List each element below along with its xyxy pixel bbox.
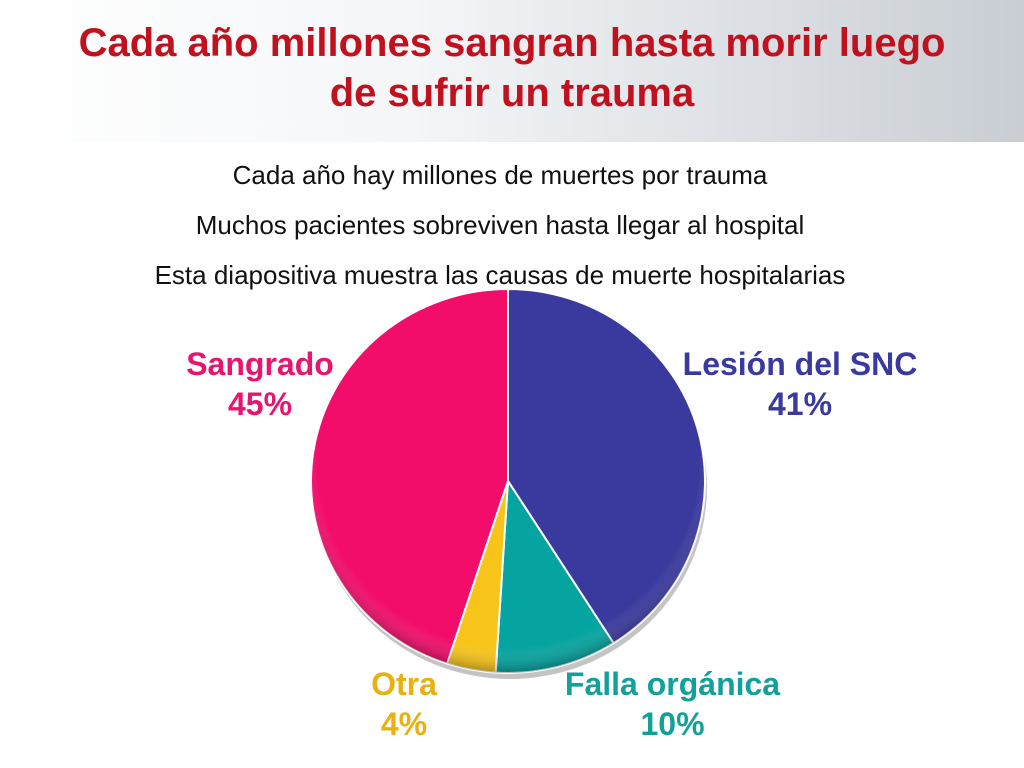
slice-label-falla-organica: Falla orgánica 10% bbox=[550, 664, 795, 744]
bullet-2: Muchos pacientes sobreviven hasta llegar… bbox=[195, 210, 805, 240]
title-band bbox=[0, 0, 1024, 142]
bullet-1: Cada año hay millones de muertes por tra… bbox=[232, 160, 768, 190]
slice-value-lesion-snc: 41% bbox=[767, 386, 833, 422]
title-line-2: de sufrir un trauma bbox=[329, 71, 695, 115]
slice-value-otra: 4% bbox=[380, 706, 428, 742]
title-line-1: Cada año millones sangran hasta morir lu… bbox=[78, 21, 946, 65]
slide-title: Cada año millones sangran hasta morir lu… bbox=[0, 18, 1024, 118]
slice-name-lesion-snc: Lesión del SNC bbox=[682, 346, 918, 382]
slice-value-falla-organica: 10% bbox=[640, 706, 705, 742]
slice-label-lesion-snc: Lesión del SNC 41% bbox=[680, 344, 920, 424]
bullet-list: Cada año hay millones de muertes por tra… bbox=[0, 150, 1000, 300]
slice-label-otra: Otra 4% bbox=[354, 664, 454, 744]
slice-value-sangrado: 45% bbox=[227, 386, 293, 422]
slice-name-sangrado: Sangrado bbox=[186, 346, 334, 382]
slice-label-sangrado: Sangrado 45% bbox=[170, 344, 350, 424]
slice-name-falla-organica: Falla orgánica bbox=[564, 666, 781, 702]
pie-bevel bbox=[311, 289, 705, 673]
bullet-3: Esta diapositiva muestra las causas de m… bbox=[154, 260, 846, 290]
slice-name-otra: Otra bbox=[371, 666, 437, 702]
